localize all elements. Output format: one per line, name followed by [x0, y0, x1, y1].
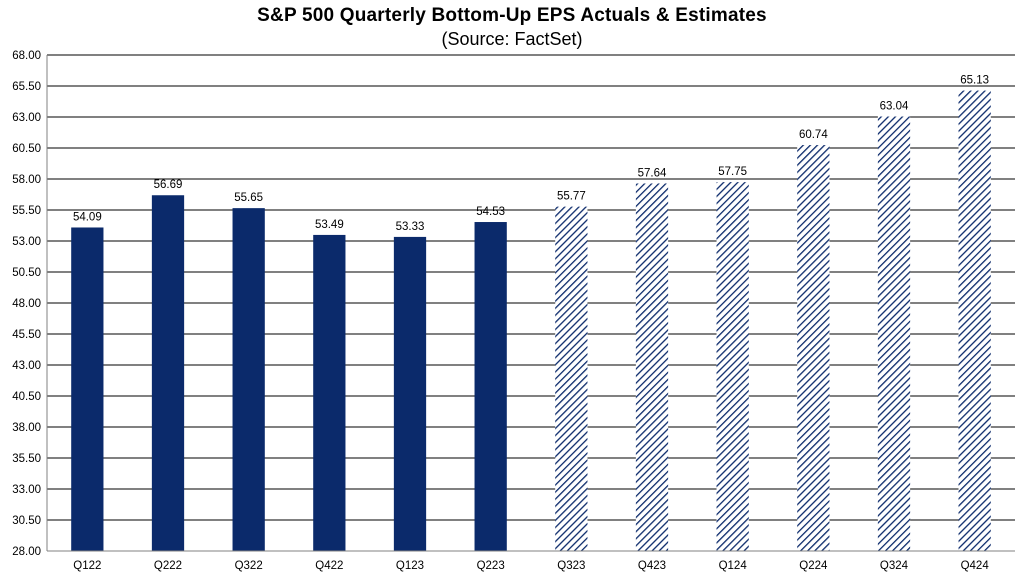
data-label: 57.64	[638, 167, 667, 179]
y-tick-label: 35.50	[12, 453, 41, 465]
x-tick-label: Q124	[719, 560, 748, 572]
x-tick-label: Q224	[799, 560, 828, 572]
x-tick-label: Q322	[235, 560, 263, 572]
y-tick-label: 50.50	[12, 267, 41, 279]
bar-q222	[151, 195, 185, 551]
data-label: 65.13	[960, 75, 989, 87]
y-tick-label: 58.00	[12, 174, 41, 186]
data-label: 54.53	[476, 206, 505, 218]
x-tick-label: Q323	[557, 560, 585, 572]
data-label: 60.74	[799, 129, 828, 141]
x-tick-label: Q424	[961, 560, 990, 572]
data-label: 56.69	[154, 179, 183, 191]
y-tick-label: 68.00	[12, 50, 41, 62]
y-tick-label: 45.50	[12, 329, 41, 341]
y-tick-label: 43.00	[12, 360, 41, 372]
chart-title: S&P 500 Quarterly Bottom-Up EPS Actuals …	[257, 5, 767, 26]
data-label: 57.75	[718, 166, 747, 178]
x-tick-label: Q122	[73, 560, 101, 572]
x-tick-label: Q324	[880, 560, 909, 572]
y-tick-label: 28.00	[12, 546, 41, 558]
data-label: 63.04	[880, 101, 909, 113]
bar-q322	[232, 208, 265, 551]
x-tick-label: Q222	[154, 560, 182, 572]
y-tick-label: 53.00	[12, 236, 41, 248]
data-label: 55.77	[557, 191, 586, 203]
x-tick-label: Q223	[477, 560, 505, 572]
bar-q423	[635, 183, 669, 552]
y-tick-label: 60.50	[12, 143, 41, 155]
chart-subtitle: (Source: FactSet)	[441, 29, 583, 49]
bar-q324	[877, 116, 911, 551]
bar-q124	[716, 182, 749, 551]
y-tick-label: 40.50	[12, 391, 41, 403]
bar-q224	[797, 145, 830, 552]
y-tick-label: 55.50	[12, 205, 41, 217]
data-label: 54.09	[73, 211, 102, 223]
data-label: 55.65	[234, 192, 263, 204]
data-label: 53.33	[396, 221, 425, 233]
y-tick-label: 65.50	[12, 81, 41, 93]
y-tick-label: 30.50	[12, 515, 41, 527]
bar-q424	[958, 90, 991, 551]
bar-q122	[71, 227, 104, 551]
bar-q123	[393, 236, 427, 551]
y-tick-label: 48.00	[12, 298, 41, 310]
y-tick-label: 63.00	[12, 112, 41, 124]
data-label: 53.49	[315, 219, 344, 231]
x-tick-label: Q422	[315, 560, 343, 572]
bar-q223	[474, 222, 507, 551]
y-tick-label: 33.00	[12, 484, 41, 496]
x-tick-label: Q123	[396, 560, 424, 572]
bar-q323	[555, 206, 588, 552]
bar-q422	[313, 234, 346, 551]
y-tick-label: 38.00	[12, 422, 41, 434]
x-tick-label: Q423	[638, 560, 666, 572]
